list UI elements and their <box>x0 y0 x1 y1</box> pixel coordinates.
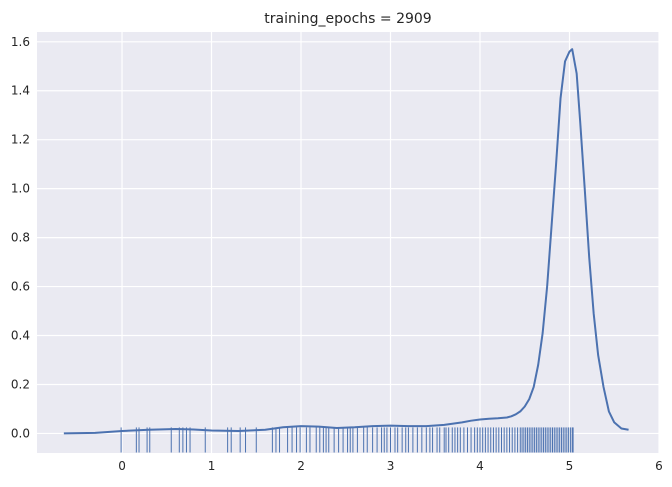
y-tick-label: 0.0 <box>11 426 30 440</box>
x-tick-label: 4 <box>476 459 484 473</box>
x-tick-label: 3 <box>387 459 395 473</box>
y-tick-label: 0.2 <box>11 377 30 391</box>
x-tick-label: 2 <box>297 459 305 473</box>
x-tick-label: 0 <box>118 459 126 473</box>
y-tick-label: 1.6 <box>11 35 30 49</box>
chart-title: training_epochs = 2909 <box>264 11 431 27</box>
plot-area: 0 1 2 3 4 5 6 0.0 0.2 0.4 0.6 0.8 1.0 1.2 1.4 1.6 <box>11 32 663 473</box>
x-tick-label: 1 <box>208 459 216 473</box>
y-tick-label: 0.8 <box>11 231 30 245</box>
kde-line <box>63 48 629 435</box>
y-tick-label: 1.0 <box>11 182 30 196</box>
y-tick-label: 0.4 <box>11 329 30 343</box>
x-tick-label: 5 <box>566 459 574 473</box>
x-tick-label: 6 <box>655 459 663 473</box>
y-tick-label: 1.4 <box>11 84 30 98</box>
y-tick-label: 1.2 <box>11 133 30 147</box>
plot-background <box>37 32 659 453</box>
y-tick-label: 0.6 <box>11 280 30 294</box>
